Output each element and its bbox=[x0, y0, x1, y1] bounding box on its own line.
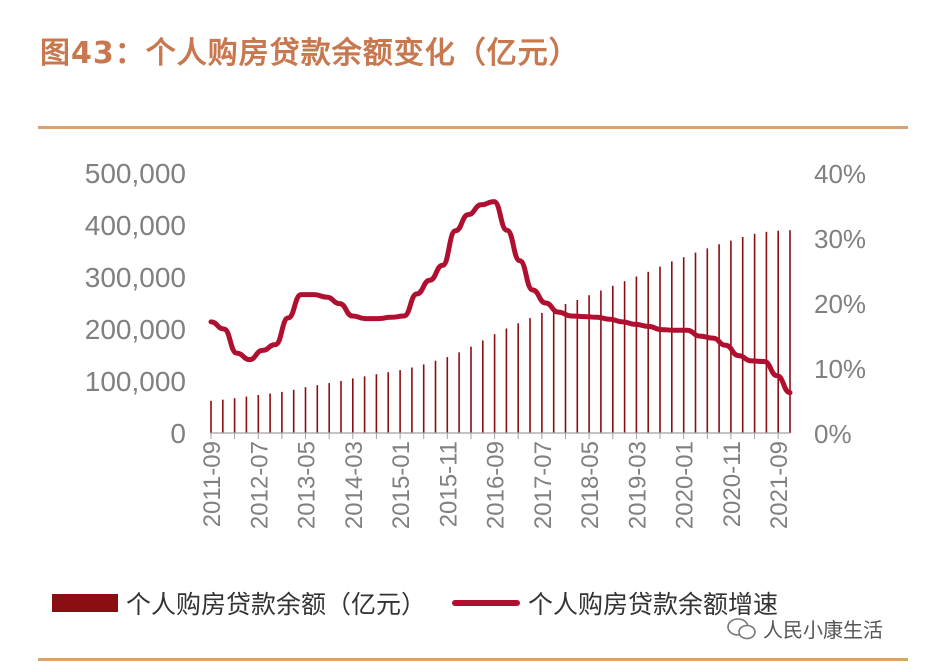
bar bbox=[671, 261, 673, 433]
bar bbox=[363, 376, 366, 433]
bar bbox=[623, 281, 626, 433]
bar bbox=[682, 257, 685, 433]
x-tick-label: 2014-03 bbox=[341, 441, 368, 529]
bar bbox=[789, 230, 791, 433]
bar bbox=[588, 295, 590, 433]
bar bbox=[292, 389, 295, 433]
x-tick-label: 2018-05 bbox=[577, 441, 604, 529]
right-tick-label: 0% bbox=[814, 419, 852, 449]
bar bbox=[470, 346, 472, 433]
legend-line-label: 个人购房贷款余额增速 bbox=[528, 590, 779, 619]
bar bbox=[399, 370, 401, 433]
bar bbox=[517, 323, 519, 433]
x-tick-label: 2011-09 bbox=[199, 441, 226, 527]
bar bbox=[328, 383, 330, 433]
x-tick-label: 2013-05 bbox=[294, 441, 321, 529]
bar bbox=[446, 357, 449, 433]
bar bbox=[765, 231, 768, 433]
bar bbox=[576, 299, 579, 433]
bar bbox=[304, 387, 307, 433]
left-tick-label: 200,000 bbox=[85, 314, 186, 345]
bar bbox=[564, 304, 567, 433]
bar bbox=[482, 340, 484, 433]
wechat-icon bbox=[727, 617, 756, 639]
bar bbox=[612, 285, 614, 433]
bar bbox=[777, 230, 779, 433]
chart-title: 图43：个人购房贷款余额变化（亿元） bbox=[40, 36, 580, 71]
bar bbox=[741, 237, 744, 433]
bar bbox=[245, 396, 248, 433]
x-tick-label: 2019-03 bbox=[624, 441, 651, 529]
bar bbox=[694, 252, 697, 433]
left-tick-label: 0 bbox=[170, 418, 186, 449]
legend: 个人购房贷款余额（亿元） 个人购房贷款余额增速 bbox=[52, 585, 778, 621]
legend-line-swatch bbox=[452, 600, 521, 606]
bar bbox=[600, 290, 602, 433]
bar bbox=[375, 374, 378, 433]
bar bbox=[281, 391, 283, 433]
left-tick-label: 300,000 bbox=[85, 262, 186, 293]
bar bbox=[706, 248, 709, 433]
bar bbox=[493, 334, 496, 433]
bar bbox=[659, 266, 661, 433]
bar bbox=[647, 271, 649, 433]
bar bbox=[387, 372, 389, 433]
x-tick-label: 2012-07 bbox=[246, 441, 273, 529]
bar bbox=[257, 395, 260, 433]
growth-rate-line bbox=[208, 199, 793, 396]
bar bbox=[541, 312, 543, 433]
bar bbox=[730, 240, 732, 433]
bar bbox=[529, 318, 531, 433]
legend-bar-swatch bbox=[52, 594, 118, 612]
x-tick-label: 2015-11 bbox=[435, 441, 462, 527]
bar bbox=[635, 276, 638, 433]
bar bbox=[552, 308, 555, 433]
bar bbox=[422, 364, 425, 433]
x-tick-label: 2015-01 bbox=[388, 441, 415, 529]
legend-bar-label: 个人购房贷款余额（亿元） bbox=[126, 590, 427, 619]
watermark: 人民小康生活 bbox=[727, 614, 883, 643]
right-tick-label: 40% bbox=[814, 159, 866, 189]
x-tick-label: 2020-11 bbox=[719, 441, 746, 527]
bar bbox=[411, 367, 413, 433]
bar bbox=[458, 352, 460, 433]
right-tick-label: 30% bbox=[814, 224, 866, 254]
bar bbox=[340, 381, 342, 433]
left-tick-label: 100,000 bbox=[85, 366, 186, 397]
left-tick-label: 400,000 bbox=[85, 210, 186, 241]
left-tick-label: 500,000 bbox=[85, 158, 186, 189]
bottom-rule bbox=[38, 658, 908, 661]
bar bbox=[210, 400, 212, 433]
right-tick-label: 10% bbox=[814, 354, 866, 384]
bar bbox=[233, 398, 236, 433]
bar bbox=[222, 399, 224, 433]
bar bbox=[269, 393, 271, 433]
x-tick-label: 2020-01 bbox=[672, 441, 699, 529]
watermark-text: 人民小康生活 bbox=[763, 618, 883, 642]
x-tick-label: 2017-07 bbox=[530, 441, 557, 529]
top-rule bbox=[38, 126, 908, 129]
x-tick-label: 2016-09 bbox=[483, 441, 510, 529]
x-tick-label: 2021-09 bbox=[766, 441, 793, 529]
bar bbox=[434, 360, 437, 433]
bar bbox=[352, 378, 354, 433]
bar bbox=[753, 233, 756, 433]
bar bbox=[505, 328, 508, 433]
right-tick-label: 20% bbox=[814, 289, 866, 319]
bar bbox=[316, 385, 319, 433]
